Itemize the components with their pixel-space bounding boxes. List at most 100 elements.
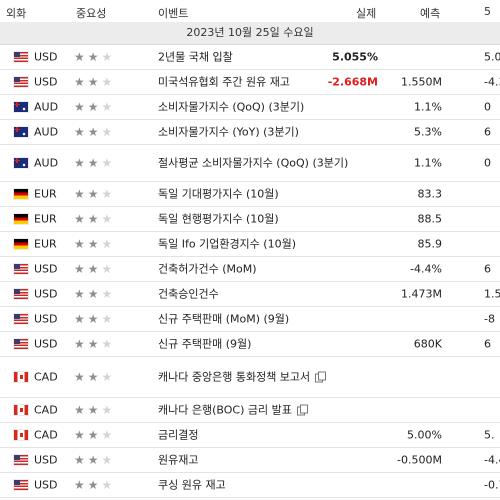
forecast-value: 1.550M [401,75,442,89]
currency-code: USD [34,312,58,326]
event-name[interactable]: 원유재고 [158,452,350,469]
currency-code: AUD [34,125,59,139]
event-name[interactable]: 신규 주택판매 (9월) [158,336,350,353]
importance-stars: ★★★ [74,287,115,301]
event-label: 쿠싱 원유 재고 [158,478,226,492]
previous-value: 5. [484,428,495,442]
event-name[interactable]: 독일 Ifo 기업환경지수 (10월) [158,236,350,253]
table-row[interactable]: AUD ★★★ 절사평균 소비자물가지수 (QoQ) (3분기) 1.1% 0 [0,145,500,182]
event-name[interactable]: 독일 기대평가지수 (10월) [158,186,350,203]
star-filled-icon: ★ [74,370,88,384]
star-filled-icon: ★ [74,237,88,251]
importance-stars: ★★★ [74,212,115,226]
flag-ca-icon [14,430,28,440]
currency-code: USD [34,337,58,351]
forecast-value: 1.473M [401,287,442,301]
event-name[interactable]: 건축허가건수 (MoM) [158,261,350,278]
star-empty-icon: ★ [101,75,116,89]
star-filled-icon: ★ [87,50,102,64]
currency-code: AUD [34,156,59,170]
table-row[interactable]: USD ★★★ 건축승인건수 1.473M 1.5 [0,282,500,307]
star-filled-icon: ★ [74,428,88,442]
table-row[interactable]: AUD ★★★ 소비자물가지수 (QoQ) (3분기) 1.1% 0 [0,95,500,120]
event-name[interactable]: 독일 현행평가지수 (10월) [158,211,350,228]
star-filled-icon: ★ [87,337,102,351]
table-row[interactable]: USD ★★★ 건축허가건수 (MoM) -4.4% 6 [0,257,500,282]
table-row[interactable]: EUR ★★★ 독일 기대평가지수 (10월) 83.3 [0,182,500,207]
event-name[interactable]: 소비자물가지수 (QoQ) (3분기) [158,99,350,116]
event-name[interactable]: 절사평균 소비자물가지수 (QoQ) (3분기) [158,155,350,172]
star-empty-icon: ★ [101,156,116,170]
header-previous[interactable]: 5 [484,5,491,18]
star-filled-icon: ★ [87,370,102,384]
forecast-value: 83.3 [417,187,443,201]
currency-code: EUR [34,237,57,251]
star-empty-icon: ★ [101,370,116,384]
table-row[interactable]: USD ★★★ 신규 주택판매 (MoM) (9월) -8 [0,307,500,332]
star-filled-icon: ★ [87,287,102,301]
previous-value: -4.3 [484,75,500,89]
table-row[interactable]: EUR ★★★ 독일 Ifo 기업환경지수 (10월) 85.9 [0,232,500,257]
forecast-value: 1.1% [414,100,442,114]
table-row[interactable]: CAD ★★★ 캐나다 은행(BOC) 금리 발표 [0,398,500,423]
event-label: 신규 주택판매 (9월) [158,337,252,351]
actual-value: 5.055% [332,50,378,64]
currency-code: USD [34,287,58,301]
table-row[interactable]: USD★★★쿠싱 원유 재고-0.7 [0,473,500,498]
star-empty-icon: ★ [101,187,116,201]
event-name[interactable]: 2년물 국채 입찰 [158,49,350,66]
star-filled-icon: ★ [74,312,88,326]
event-name[interactable]: 미국석유협회 주간 원유 재고 [158,74,350,91]
star-empty-icon: ★ [101,403,116,417]
table-row[interactable]: EUR ★★★ 독일 현행평가지수 (10월) 88.5 [0,207,500,232]
previous-value: -8 [484,312,495,326]
star-filled-icon: ★ [87,187,102,201]
event-label: 원유재고 [158,453,199,467]
star-filled-icon: ★ [87,478,102,492]
document-icon[interactable] [315,371,327,383]
event-name[interactable]: 신규 주택판매 (MoM) (9월) [158,311,350,328]
importance-stars: ★★★ [74,337,115,351]
currency-code: CAD [34,370,58,384]
event-name[interactable]: 건축승인건수 [158,286,350,303]
star-filled-icon: ★ [74,262,88,276]
event-name[interactable]: 캐나다 은행(BOC) 금리 발표 [158,402,350,419]
star-filled-icon: ★ [87,237,102,251]
event-name[interactable]: 쿠싱 원유 재고 [158,477,350,494]
event-label: 소비자물가지수 (QoQ) (3분기) [158,100,305,114]
star-filled-icon: ★ [74,50,88,64]
star-empty-icon: ★ [101,237,116,251]
table-row[interactable]: CAD ★★★ 캐나다 중앙은행 통화정책 보고서 [0,357,500,398]
header-importance[interactable]: 중요성 [76,7,107,20]
currency-code: EUR [34,212,57,226]
table-row[interactable]: USD★★★원유재고-0.500M-4.4 [0,448,500,473]
forecast-value: -4.4% [410,262,442,276]
header-forecast[interactable]: 예측 [420,7,441,20]
importance-stars: ★★★ [74,403,115,417]
header-currency[interactable]: 외화 [6,7,27,20]
table-row[interactable]: USD ★★★ 신규 주택판매 (9월) 680K 6 [0,332,500,357]
flag-ca-icon [14,372,28,382]
flag-au-icon [14,127,28,137]
table-row[interactable]: AUD ★★★ 소비자물가지수 (YoY) (3분기) 5.3% 6 [0,120,500,145]
importance-stars: ★★★ [74,237,115,251]
event-name[interactable]: 캐나다 중앙은행 통화정책 보고서 [158,369,350,386]
previous-value: 1.5 [484,287,500,301]
document-icon[interactable] [296,404,308,416]
header-actual[interactable]: 실제 [356,7,377,20]
flag-us-icon [14,314,28,324]
table-row[interactable]: USD ★★★ 2년물 국채 입찰 5.055% 5.0 [0,45,500,70]
importance-stars: ★★★ [74,75,115,89]
currency-code: CAD [34,403,58,417]
flag-ca-icon [14,405,28,415]
flag-de-icon [14,189,28,199]
header-event[interactable]: 이벤트 [158,7,189,20]
table-row[interactable]: CAD ★★★ 금리결정 5.00% 5. [0,423,500,448]
star-filled-icon: ★ [87,262,102,276]
star-empty-icon: ★ [101,478,116,492]
event-name[interactable]: 소비자물가지수 (YoY) (3분기) [158,124,350,141]
flag-us-icon [14,77,28,87]
star-filled-icon: ★ [87,156,102,170]
event-name[interactable]: 금리결정 [158,427,350,444]
